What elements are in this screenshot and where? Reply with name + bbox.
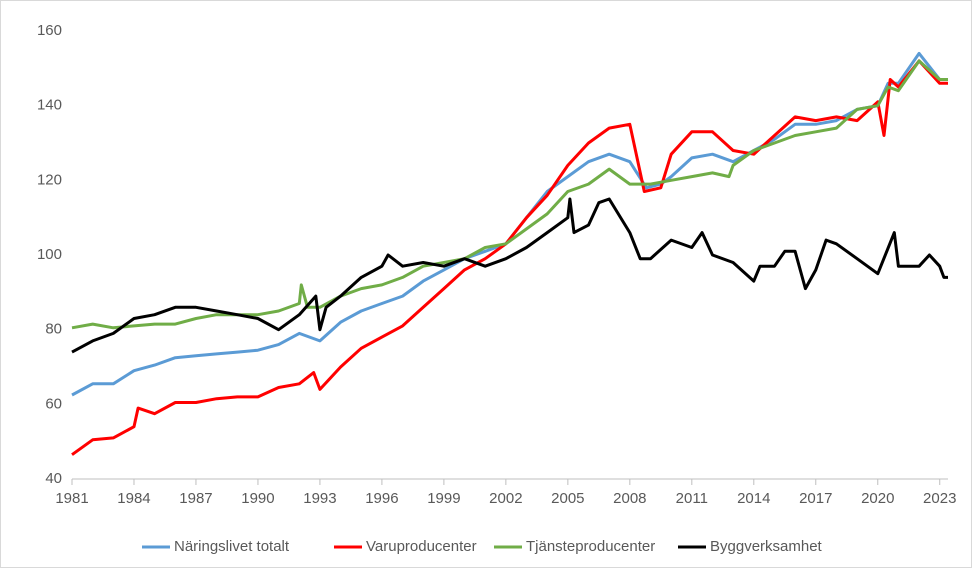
x-tick-label: 1993	[303, 490, 336, 507]
x-tick-label: 2005	[551, 490, 584, 507]
x-tick-label: 2014	[737, 490, 770, 507]
x-tick-label: 2011	[676, 490, 708, 507]
y-tick-label: 160	[37, 22, 62, 39]
x-tick-label: 1984	[117, 490, 150, 507]
y-tick-label: 140	[37, 97, 62, 114]
x-tick-label: 1987	[179, 490, 212, 507]
legend-label: Tjänsteproducenter	[526, 538, 655, 555]
y-tick-label: 120	[37, 171, 62, 188]
x-tick-label: 2002	[489, 490, 522, 507]
line-series	[71, 197, 948, 354]
line-series	[71, 59, 948, 456]
y-tick-label: 40	[45, 470, 62, 487]
legend-label: Näringslivet totalt	[174, 538, 290, 555]
y-tick-label: 100	[37, 246, 62, 263]
x-tick-label: 1981	[55, 490, 88, 507]
x-tick-label: 2008	[613, 490, 646, 507]
x-tick-label: 2023	[923, 490, 956, 507]
y-tick-label: 80	[45, 321, 62, 338]
x-tick-label: 2020	[861, 490, 894, 507]
x-tick-label: 2017	[799, 490, 832, 507]
legend-label: Varuproducenter	[366, 538, 477, 555]
x-tick-label: 1990	[241, 490, 274, 507]
legend-label: Byggverksamhet	[710, 538, 823, 555]
x-tick-label: 1996	[365, 490, 398, 507]
y-tick-label: 60	[45, 395, 62, 412]
x-tick-label: 1999	[427, 490, 460, 507]
